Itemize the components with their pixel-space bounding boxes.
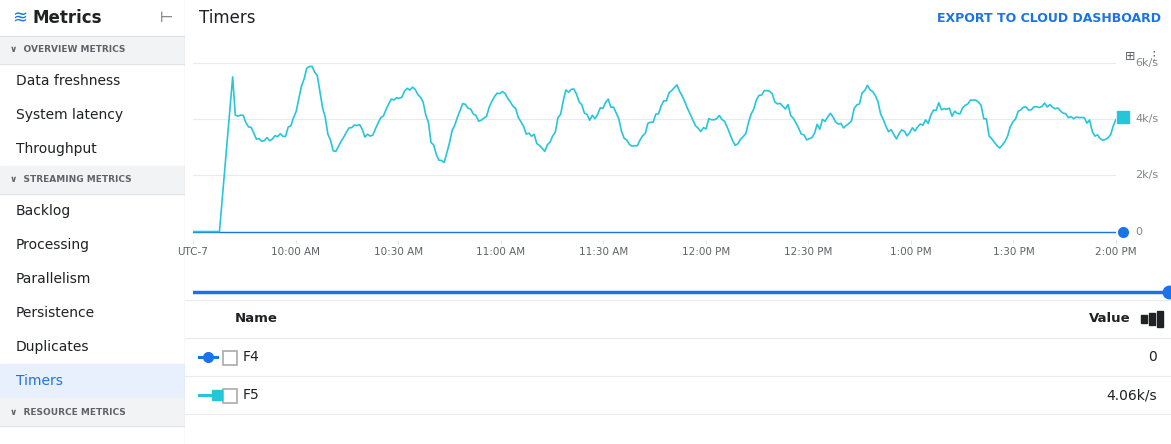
Bar [0,398,185,426]
Text: ≋: ≋ [12,9,27,27]
Text: 4.06k/s: 4.06k/s [1107,388,1157,402]
Bar [222,351,237,365]
Text: Timers: Timers [16,374,63,388]
Text: ⟋: ⟋ [377,49,384,63]
Text: Processing: Processing [16,238,90,252]
Text: System latency: System latency [16,108,123,122]
Text: ⊢: ⊢ [159,11,173,25]
Bar [0,166,185,194]
Bar [1157,311,1163,327]
Text: Metrics: Metrics [32,9,102,27]
Text: Create alerting policy: Create alerting policy [961,49,1096,63]
Text: ∨  OVERVIEW METRICS: ∨ OVERVIEW METRICS [11,45,125,55]
Bar [0,36,185,64]
Text: 0: 0 [1149,350,1157,364]
Bar [0,0,185,36]
Text: 4k/s: 4k/s [1135,114,1158,124]
Text: 6k/s: 6k/s [1135,58,1158,68]
Text: 🔍: 🔍 [1081,49,1089,63]
Text: ∨  STREAMING METRICS: ∨ STREAMING METRICS [11,175,131,185]
Text: 0: 0 [1135,226,1142,237]
Text: Value: Value [1089,313,1131,325]
Text: ≡: ≡ [1103,49,1114,63]
Bar [1141,315,1148,323]
Text: Data freshness: Data freshness [16,74,121,88]
Text: Backlog: Backlog [16,204,71,218]
Text: ⊞: ⊞ [1125,49,1136,63]
Text: Persistence: Persistence [16,306,95,320]
Text: Duplicates: Duplicates [16,340,89,354]
Text: Name: Name [235,313,278,325]
Text: F4: F4 [244,350,260,364]
Text: Parallelism: Parallelism [16,272,91,286]
Bar [0,364,185,398]
Text: EXPORT TO CLOUD DASHBOARD: EXPORT TO CLOUD DASHBOARD [937,12,1160,24]
Text: F5: F5 [244,388,260,402]
Text: Throughput: Throughput [16,142,97,156]
Text: Timers: Timers [199,9,255,27]
Text: Timers pending by stage: Timers pending by stage [199,48,389,63]
Bar [222,389,237,403]
Text: ⋮: ⋮ [1148,49,1159,63]
Text: ∨  RESOURCE METRICS: ∨ RESOURCE METRICS [11,408,125,416]
Bar [1149,313,1155,325]
Text: ●: ● [359,51,369,61]
Text: 2k/s: 2k/s [1135,170,1158,180]
